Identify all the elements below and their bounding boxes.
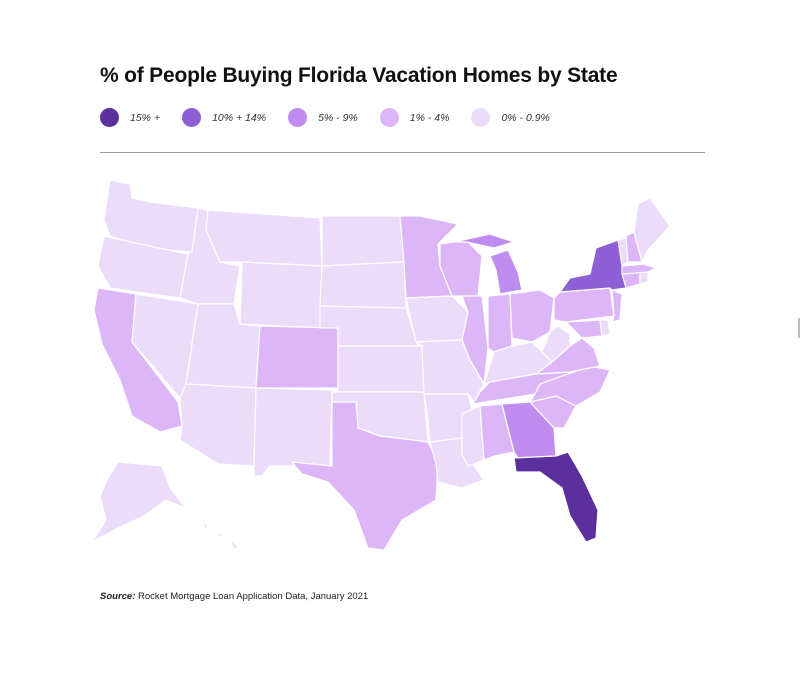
state-il [461,295,489,385]
source-note: Source: Rocket Mortgage Loan Application… [100,591,368,602]
legend-item-5-9: 5% - 9% [288,108,358,127]
state-sd [319,261,407,309]
legend: 15% + 10% + 14% 5% - 9% 1% - 4% 0% - 0.9… [100,108,572,127]
legend-item-1-4: 1% - 4% [379,108,450,127]
state-de [599,319,611,337]
scroll-edge[interactable] [798,318,800,338]
state-ks [337,345,425,393]
state-az [179,383,257,467]
state-fl [513,451,599,543]
legend-swatch [379,108,399,127]
state-mi [453,233,523,295]
legend-item-10-14: 10% + 14% [182,108,266,127]
legend-label: 10% + 14% [212,111,267,124]
state-ia [405,295,469,343]
state-oh [509,289,555,343]
state-wv [541,325,571,363]
source-text: Rocket Mortgage Loan Application Data, J… [138,591,369,602]
chart-title: % of People Buying Florida Vacation Home… [100,64,618,87]
state-ny [559,239,627,293]
legend-label: 5% - 9% [318,111,358,124]
state-ri [639,271,649,285]
legend-label: 15% + [130,111,161,124]
legend-label: 0% - 0.9% [501,111,550,124]
legend-swatch [182,108,202,127]
legend-swatch [100,108,119,127]
legend-label: 1% - 4% [409,111,450,124]
state-nj [611,289,623,323]
state-wa [103,179,199,253]
state-md [565,319,603,339]
state-ct [621,271,641,289]
state-ma [621,263,657,275]
state-ak [91,461,187,543]
state-nc [529,365,611,407]
legend-item-0-0.9: 0% - 0.9% [471,108,550,127]
us-map [91,179,671,551]
legend-swatch [471,108,491,127]
state-ms [461,405,485,467]
state-wy [239,261,323,329]
divider [100,152,705,153]
state-hi [201,521,239,551]
state-pa [553,287,615,323]
state-in [487,293,513,353]
source-label: Source: [100,591,136,602]
state-co [255,325,339,389]
legend-swatch [288,108,308,127]
state-mt [205,209,323,267]
state-nd [321,215,405,267]
state-tx [291,401,439,551]
legend-item-15-plus: 15% + [100,108,160,127]
state-me [633,197,671,263]
